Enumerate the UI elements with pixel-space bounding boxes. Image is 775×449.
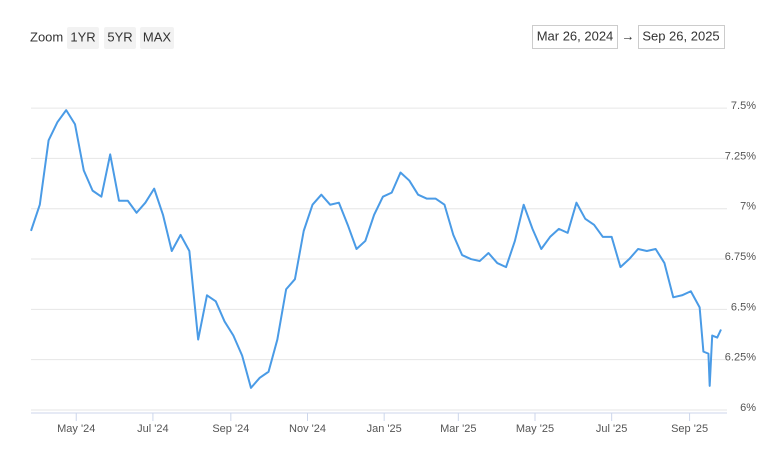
x-tick-label: Jul '25 (596, 423, 627, 435)
y-tick-label: 7% (740, 201, 756, 213)
x-tick-label: May '25 (516, 423, 554, 435)
x-tick-label: Jul '24 (137, 423, 168, 435)
zoom-label: Zoom (30, 29, 63, 44)
line (30, 109, 722, 389)
zoom-button-bg[interactable] (140, 27, 174, 49)
zoom-button-bg[interactable] (104, 27, 136, 49)
zoom-button[interactable]: MAX (143, 29, 172, 44)
x-tick-label: Nov '24 (289, 423, 326, 435)
toolbar: Zoom 1YR 5YR MAX Mar 26, 2024 → Sep 26, … (30, 25, 725, 49)
x-tick-label: Jan '25 (367, 423, 402, 435)
y-tick-label: 6.25% (725, 352, 756, 364)
x-tick-label: Sep '25 (671, 423, 708, 435)
range-to[interactable]: Sep 26, 2025 (642, 28, 719, 43)
range-to-box[interactable] (638, 25, 725, 49)
y-tick-label: 7.5% (731, 100, 756, 112)
range-separator: → (622, 28, 635, 43)
x-tick-label: May '24 (57, 423, 95, 435)
y-tick-label: 6.5% (731, 301, 756, 313)
range-from[interactable]: Mar 26, 2024 (537, 28, 614, 43)
y-tick-label: 6.75% (725, 251, 756, 263)
zoom-button[interactable]: 5YR (107, 29, 132, 44)
x-tick-label: Mar '25 (440, 423, 476, 435)
zoom-button[interactable]: 1YR (70, 29, 95, 44)
range-from-box[interactable] (532, 25, 618, 49)
x-tick-label: Sep '24 (212, 423, 249, 435)
y-tick-label: 7.25% (725, 150, 756, 162)
zoom-button-bg[interactable] (67, 27, 99, 49)
y-tick-label: 6% (740, 402, 756, 414)
